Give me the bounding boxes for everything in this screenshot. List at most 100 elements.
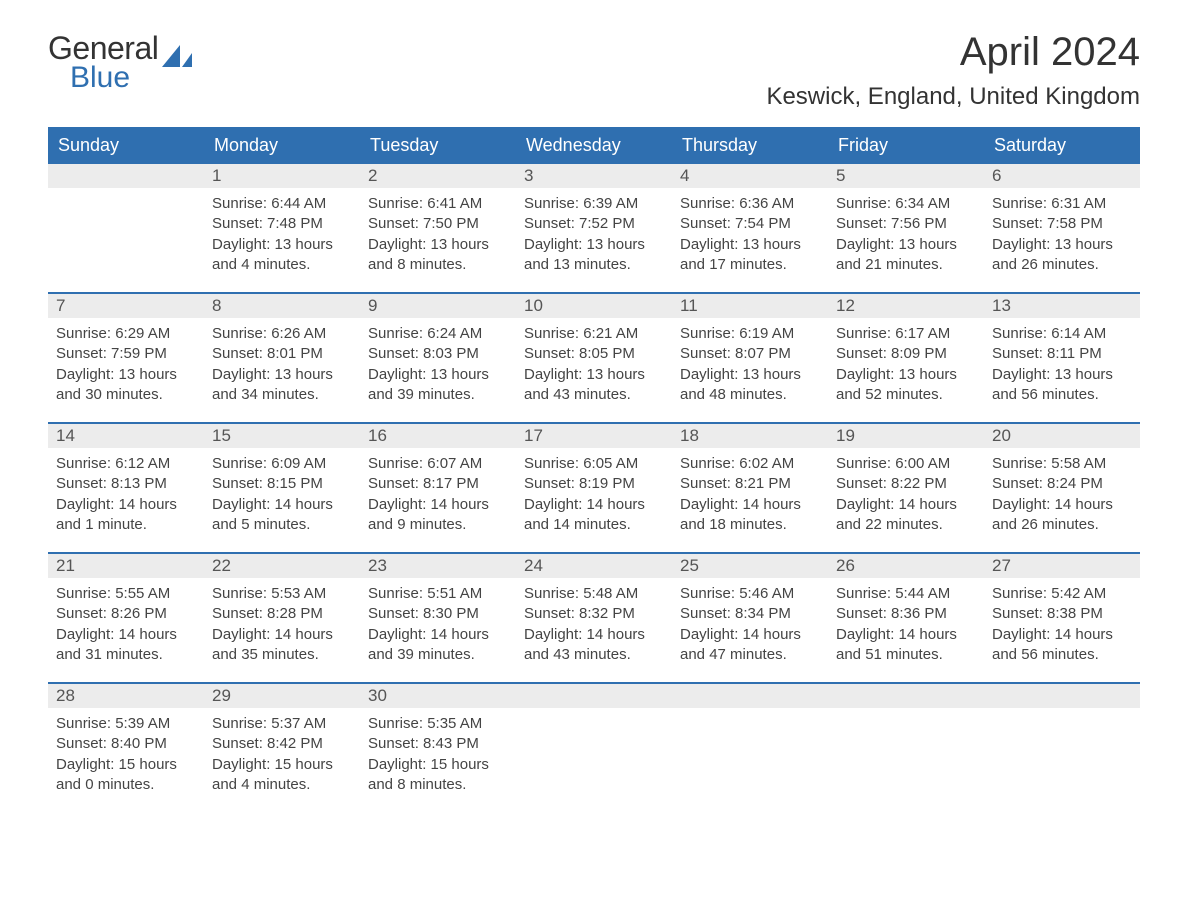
sunset-line: Sunset: 8:13 PM xyxy=(56,474,196,494)
day-number: 22 xyxy=(204,554,360,578)
day-number: 21 xyxy=(48,554,204,578)
weekday-header-cell: Sunday xyxy=(48,127,204,164)
day-number: 3 xyxy=(516,164,672,188)
calendar-day-cell: 4Sunrise: 6:36 AMSunset: 7:54 PMDaylight… xyxy=(672,164,828,292)
sunset-line: Sunset: 8:42 PM xyxy=(212,734,352,754)
daylight-line: Daylight: 14 hours and 1 minute. xyxy=(56,495,196,536)
day-body: Sunrise: 5:53 AMSunset: 8:28 PMDaylight:… xyxy=(204,578,360,675)
day-number xyxy=(828,684,984,708)
day-body: Sunrise: 5:58 AMSunset: 8:24 PMDaylight:… xyxy=(984,448,1140,545)
sunrise-line: Sunrise: 6:00 AM xyxy=(836,454,976,474)
day-number: 11 xyxy=(672,294,828,318)
daylight-line: Daylight: 14 hours and 43 minutes. xyxy=(524,625,664,666)
daylight-line: Daylight: 14 hours and 26 minutes. xyxy=(992,495,1132,536)
day-number: 9 xyxy=(360,294,516,318)
day-number: 15 xyxy=(204,424,360,448)
calendar-week-row: 28Sunrise: 5:39 AMSunset: 8:40 PMDayligh… xyxy=(48,682,1140,812)
day-number: 26 xyxy=(828,554,984,578)
sunrise-line: Sunrise: 6:05 AM xyxy=(524,454,664,474)
daylight-line: Daylight: 13 hours and 52 minutes. xyxy=(836,365,976,406)
daylight-line: Daylight: 13 hours and 26 minutes. xyxy=(992,235,1132,276)
calendar-day-cell xyxy=(516,684,672,812)
day-number: 25 xyxy=(672,554,828,578)
calendar-day-cell: 22Sunrise: 5:53 AMSunset: 8:28 PMDayligh… xyxy=(204,554,360,682)
day-body: Sunrise: 6:19 AMSunset: 8:07 PMDaylight:… xyxy=(672,318,828,415)
day-body: Sunrise: 5:46 AMSunset: 8:34 PMDaylight:… xyxy=(672,578,828,675)
sunrise-line: Sunrise: 5:58 AM xyxy=(992,454,1132,474)
sunrise-line: Sunrise: 5:39 AM xyxy=(56,714,196,734)
sunset-line: Sunset: 8:11 PM xyxy=(992,344,1132,364)
day-number: 23 xyxy=(360,554,516,578)
day-number xyxy=(672,684,828,708)
day-number: 18 xyxy=(672,424,828,448)
day-number: 28 xyxy=(48,684,204,708)
calendar-day-cell: 20Sunrise: 5:58 AMSunset: 8:24 PMDayligh… xyxy=(984,424,1140,552)
calendar-day-cell xyxy=(48,164,204,292)
daylight-line: Daylight: 14 hours and 56 minutes. xyxy=(992,625,1132,666)
location-subtitle: Keswick, England, United Kingdom xyxy=(766,83,1140,111)
sunset-line: Sunset: 7:56 PM xyxy=(836,214,976,234)
sunset-line: Sunset: 7:54 PM xyxy=(680,214,820,234)
sunset-line: Sunset: 7:59 PM xyxy=(56,344,196,364)
day-number xyxy=(984,684,1140,708)
daylight-line: Daylight: 13 hours and 4 minutes. xyxy=(212,235,352,276)
calendar-day-cell: 10Sunrise: 6:21 AMSunset: 8:05 PMDayligh… xyxy=(516,294,672,422)
day-body: Sunrise: 6:00 AMSunset: 8:22 PMDaylight:… xyxy=(828,448,984,545)
calendar-day-cell xyxy=(984,684,1140,812)
sunset-line: Sunset: 8:21 PM xyxy=(680,474,820,494)
calendar-day-cell: 23Sunrise: 5:51 AMSunset: 8:30 PMDayligh… xyxy=(360,554,516,682)
day-number: 1 xyxy=(204,164,360,188)
calendar-day-cell: 6Sunrise: 6:31 AMSunset: 7:58 PMDaylight… xyxy=(984,164,1140,292)
sunrise-line: Sunrise: 5:51 AM xyxy=(368,584,508,604)
sunset-line: Sunset: 7:50 PM xyxy=(368,214,508,234)
daylight-line: Daylight: 13 hours and 43 minutes. xyxy=(524,365,664,406)
sunset-line: Sunset: 8:24 PM xyxy=(992,474,1132,494)
day-body xyxy=(828,708,984,724)
calendar-week-row: 14Sunrise: 6:12 AMSunset: 8:13 PMDayligh… xyxy=(48,422,1140,552)
day-number: 12 xyxy=(828,294,984,318)
sunset-line: Sunset: 8:30 PM xyxy=(368,604,508,624)
calendar-day-cell: 30Sunrise: 5:35 AMSunset: 8:43 PMDayligh… xyxy=(360,684,516,812)
day-body: Sunrise: 6:36 AMSunset: 7:54 PMDaylight:… xyxy=(672,188,828,285)
sunset-line: Sunset: 8:43 PM xyxy=(368,734,508,754)
daylight-line: Daylight: 13 hours and 34 minutes. xyxy=(212,365,352,406)
day-number: 14 xyxy=(48,424,204,448)
sunset-line: Sunset: 7:58 PM xyxy=(992,214,1132,234)
day-body: Sunrise: 6:14 AMSunset: 8:11 PMDaylight:… xyxy=(984,318,1140,415)
daylight-line: Daylight: 14 hours and 9 minutes. xyxy=(368,495,508,536)
day-body: Sunrise: 6:26 AMSunset: 8:01 PMDaylight:… xyxy=(204,318,360,415)
day-body: Sunrise: 6:12 AMSunset: 8:13 PMDaylight:… xyxy=(48,448,204,545)
calendar-day-cell: 28Sunrise: 5:39 AMSunset: 8:40 PMDayligh… xyxy=(48,684,204,812)
day-body: Sunrise: 6:02 AMSunset: 8:21 PMDaylight:… xyxy=(672,448,828,545)
daylight-line: Daylight: 13 hours and 39 minutes. xyxy=(368,365,508,406)
calendar-day-cell: 21Sunrise: 5:55 AMSunset: 8:26 PMDayligh… xyxy=(48,554,204,682)
day-body xyxy=(48,188,204,204)
calendar-day-cell xyxy=(672,684,828,812)
sunrise-line: Sunrise: 6:39 AM xyxy=(524,194,664,214)
day-number: 13 xyxy=(984,294,1140,318)
logo-text-blue: Blue xyxy=(70,61,130,95)
sunset-line: Sunset: 8:32 PM xyxy=(524,604,664,624)
daylight-line: Daylight: 14 hours and 22 minutes. xyxy=(836,495,976,536)
calendar-day-cell: 5Sunrise: 6:34 AMSunset: 7:56 PMDaylight… xyxy=(828,164,984,292)
day-number: 16 xyxy=(360,424,516,448)
calendar-day-cell: 25Sunrise: 5:46 AMSunset: 8:34 PMDayligh… xyxy=(672,554,828,682)
day-body: Sunrise: 5:35 AMSunset: 8:43 PMDaylight:… xyxy=(360,708,516,805)
sunset-line: Sunset: 8:15 PM xyxy=(212,474,352,494)
calendar-week-row: 21Sunrise: 5:55 AMSunset: 8:26 PMDayligh… xyxy=(48,552,1140,682)
calendar-day-cell: 16Sunrise: 6:07 AMSunset: 8:17 PMDayligh… xyxy=(360,424,516,552)
day-body: Sunrise: 5:39 AMSunset: 8:40 PMDaylight:… xyxy=(48,708,204,805)
sunrise-line: Sunrise: 5:37 AM xyxy=(212,714,352,734)
day-number: 20 xyxy=(984,424,1140,448)
daylight-line: Daylight: 14 hours and 47 minutes. xyxy=(680,625,820,666)
calendar-day-cell: 29Sunrise: 5:37 AMSunset: 8:42 PMDayligh… xyxy=(204,684,360,812)
day-number: 19 xyxy=(828,424,984,448)
day-body: Sunrise: 6:41 AMSunset: 7:50 PMDaylight:… xyxy=(360,188,516,285)
day-body: Sunrise: 5:48 AMSunset: 8:32 PMDaylight:… xyxy=(516,578,672,675)
daylight-line: Daylight: 14 hours and 5 minutes. xyxy=(212,495,352,536)
daylight-line: Daylight: 14 hours and 35 minutes. xyxy=(212,625,352,666)
calendar-week-row: 7Sunrise: 6:29 AMSunset: 7:59 PMDaylight… xyxy=(48,292,1140,422)
sunset-line: Sunset: 8:19 PM xyxy=(524,474,664,494)
daylight-line: Daylight: 14 hours and 31 minutes. xyxy=(56,625,196,666)
daylight-line: Daylight: 14 hours and 18 minutes. xyxy=(680,495,820,536)
